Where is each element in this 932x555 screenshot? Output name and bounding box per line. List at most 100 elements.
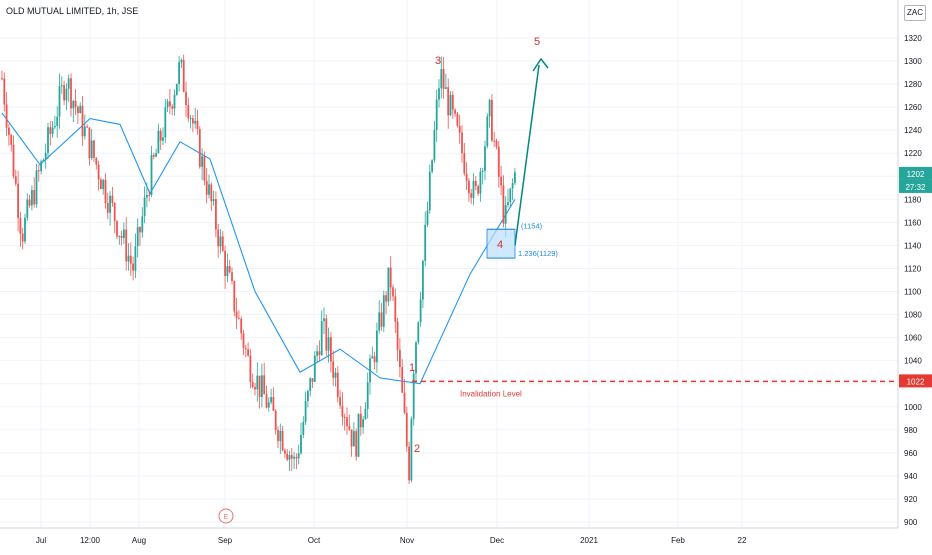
- candle-body: [201, 156, 203, 167]
- candle-body: [265, 394, 268, 408]
- price-tick-label: 900: [904, 518, 918, 527]
- candle-body: [412, 373, 415, 419]
- candle-body: [226, 266, 229, 277]
- price-tick-label: 940: [904, 472, 918, 481]
- candle-body: [240, 318, 243, 334]
- candle-body: [405, 412, 408, 447]
- candle-body: [100, 179, 102, 190]
- candle-body: [72, 100, 75, 109]
- candle-body: [164, 107, 167, 138]
- candle-body: [141, 216, 144, 233]
- candle-body: [210, 184, 213, 202]
- candle-body: [42, 159, 45, 162]
- time-tick-label: 12:00: [80, 536, 101, 545]
- candle-body: [362, 419, 364, 428]
- candle-body: [88, 127, 91, 159]
- candle-body: [109, 195, 111, 213]
- candle-body: [470, 193, 473, 198]
- candle-body: [486, 116, 489, 147]
- candle-body: [284, 450, 286, 454]
- price-tick-label: 1080: [904, 311, 922, 320]
- time-tick-label: 22: [738, 536, 747, 545]
- price-tick-label: 1140: [904, 241, 922, 250]
- price-tick-label: 1260: [904, 103, 922, 112]
- price-tick-label: 1100: [904, 288, 922, 297]
- candle-body: [392, 287, 394, 297]
- candle-body: [484, 146, 486, 171]
- candle-body: [139, 227, 141, 233]
- candle-body: [155, 153, 157, 157]
- grid-layer: [0, 0, 898, 528]
- invalidation-label: Invalidation Level: [460, 389, 522, 398]
- candle-body: [309, 378, 312, 391]
- candle-body: [198, 129, 201, 167]
- candle-body: [488, 99, 491, 117]
- candle-body: [180, 59, 183, 63]
- candle-body: [132, 263, 134, 271]
- candle-body: [215, 199, 217, 230]
- candle-body: [86, 126, 88, 128]
- candle-body: [272, 397, 275, 411]
- candle-body: [28, 199, 31, 206]
- candle-body: [159, 130, 162, 141]
- candle-body: [118, 235, 121, 237]
- candle-body: [242, 333, 245, 348]
- candle-body: [49, 127, 52, 134]
- candle-body: [178, 62, 180, 84]
- candle-body: [162, 137, 164, 141]
- candle-body: [113, 202, 116, 222]
- candle-body: [129, 255, 132, 264]
- candle-body: [37, 170, 40, 172]
- candle-body: [17, 183, 19, 219]
- candle-body: [261, 375, 263, 397]
- candle-body: [320, 321, 323, 355]
- candle-body: [233, 281, 236, 312]
- candle-body: [454, 109, 456, 114]
- candle-body: [244, 347, 247, 350]
- candle-body: [79, 105, 82, 114]
- candle-body: [224, 250, 226, 277]
- candle-body: [461, 132, 463, 154]
- projection-arrowhead: [532, 57, 549, 72]
- candle-body: [185, 91, 187, 106]
- currency-button[interactable]: ZAC: [904, 5, 926, 21]
- candle-body: [396, 321, 399, 350]
- price-tick-label: 1220: [904, 149, 922, 158]
- price-tick-label: 980: [904, 426, 918, 435]
- symbol-title[interactable]: OLD MUTUAL LIMITED, 1h, JSE: [6, 6, 139, 16]
- candle-body: [35, 170, 38, 205]
- time-axis-layer: Jul 12:00 Aug Sep Oct Nov Dec 2021 Feb 22: [0, 527, 898, 545]
- candle-body: [44, 152, 47, 160]
- candle-body: [65, 88, 68, 101]
- candle-body: [173, 94, 176, 109]
- candle-body: [401, 367, 404, 393]
- candle-body: [279, 430, 282, 442]
- candle-body: [302, 421, 305, 435]
- candle-body: [433, 129, 436, 161]
- candle-body: [97, 164, 100, 180]
- candle-body: [440, 69, 443, 89]
- candle-body: [417, 322, 420, 343]
- candle-body: [51, 127, 54, 134]
- candle-body: [325, 318, 328, 351]
- candle-body: [371, 356, 374, 359]
- candle-body: [327, 337, 330, 351]
- candle-body: [465, 173, 468, 181]
- candle-body: [70, 78, 72, 109]
- candle-body: [479, 171, 482, 194]
- candle-body: [63, 85, 65, 101]
- candle-body: [10, 134, 13, 145]
- fib-label-1154: (1154): [521, 221, 543, 230]
- candle-body: [364, 408, 367, 420]
- candle-body: [300, 434, 302, 454]
- wave-label-5: 5: [534, 36, 540, 48]
- wave-label-4: 4: [497, 239, 503, 251]
- candle-body: [502, 185, 505, 224]
- candle-body: [468, 180, 470, 194]
- candle-body: [247, 349, 249, 356]
- candles-layer: [1, 54, 516, 484]
- candle-body: [307, 390, 309, 402]
- candle-body: [507, 202, 509, 206]
